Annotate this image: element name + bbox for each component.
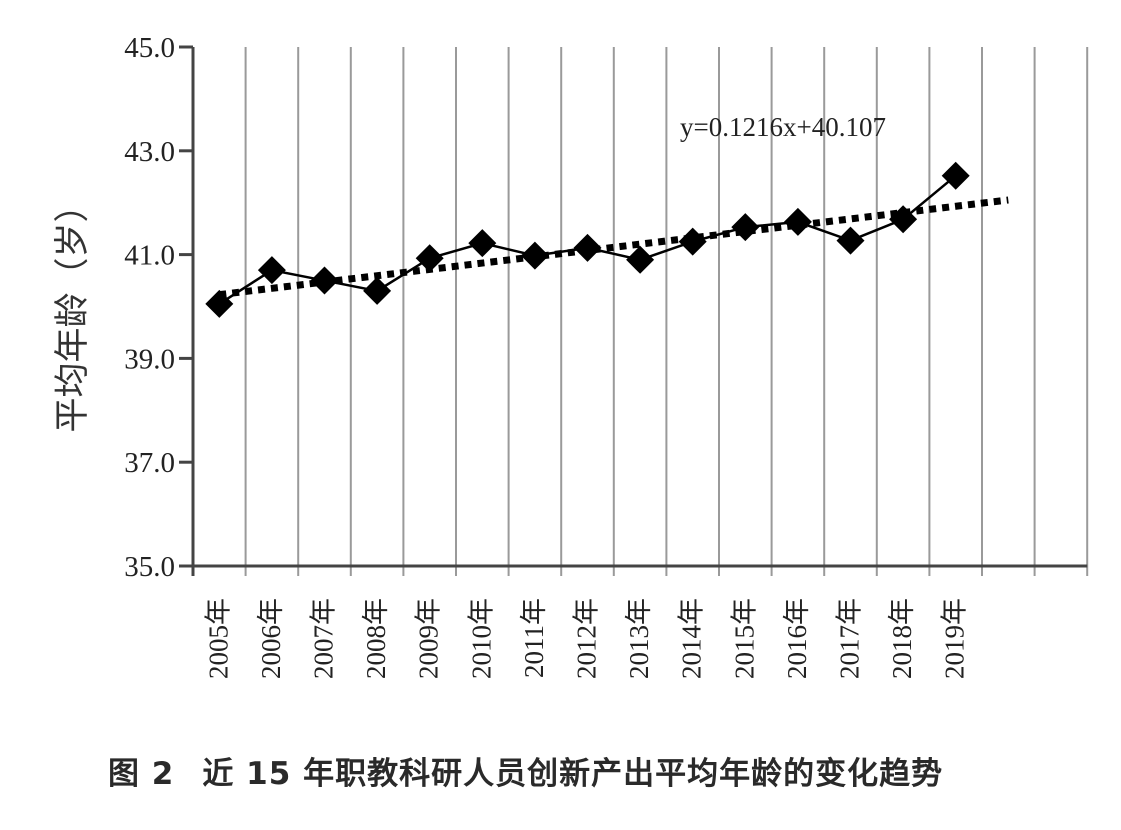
figure-number: 图 2 [108,756,175,792]
data-point-marker [468,229,497,258]
data-point-marker [731,213,760,242]
x-tick-label: 2017年 [835,598,865,679]
y-tick-label: 41.0 [124,240,175,272]
data-point-marker [626,245,655,274]
data-point-marker [257,256,286,285]
x-tick-label: 2009年 [414,598,444,679]
x-tick-label: 2019年 [940,598,970,679]
data-point-marker [836,226,865,255]
x-tick-label: 2012年 [572,598,602,679]
trendline-equation: y=0.1216x+40.107 [680,112,886,142]
y-tick-label: 37.0 [124,447,175,479]
figure-caption: 图 2 近 15 年职教科研人员创新产出平均年龄的变化趋势 [108,748,943,793]
x-tick-label: 2018年 [887,598,917,679]
x-tick-label: 2008年 [361,598,391,679]
data-point-marker [205,289,234,318]
y-tick-label: 43.0 [124,136,175,168]
x-tick-label: 2011年 [519,598,549,678]
data-point-marker [363,276,392,305]
y-tick-label: 35.0 [124,551,175,583]
data-point-marker [310,266,339,295]
data-point-marker [783,207,812,236]
data-point-marker [941,161,970,190]
x-tick-label: 2014年 [677,598,707,679]
x-tick-label: 2013年 [624,598,654,679]
x-tick-labels: 2005年 2006年 2007年 2008年 2009年 2010年 2011年 2012年… [203,598,969,679]
x-tick-label: 2007年 [309,598,339,679]
data-point-marker [678,227,707,256]
vertical-gridlines [244,47,1089,576]
data-point-marker [415,244,444,273]
figure-title: 近 15 年职教科研人员创新产出平均年龄的变化趋势 [202,756,944,792]
y-tick-label: 45.0 [124,32,175,64]
y-tick-labels: 35.0 37.0 39.0 41.0 43.0 45.0 [124,32,193,583]
data-point-marker [520,241,549,270]
data-point-marker [573,233,602,262]
y-axis-label: 平均年龄（岁） [53,187,93,432]
data-point-marker [889,205,918,234]
x-tick-label: 2015年 [729,598,759,679]
trendline [218,196,1009,299]
y-tick-label: 39.0 [124,343,175,375]
x-tick-label: 2006年 [256,598,286,679]
x-tick-label: 2016年 [782,598,812,679]
axes [191,47,1088,576]
data-series [205,161,970,318]
x-tick-label: 2010年 [466,598,496,679]
x-tick-label: 2005年 [203,598,233,679]
trendline-path [218,196,1009,299]
